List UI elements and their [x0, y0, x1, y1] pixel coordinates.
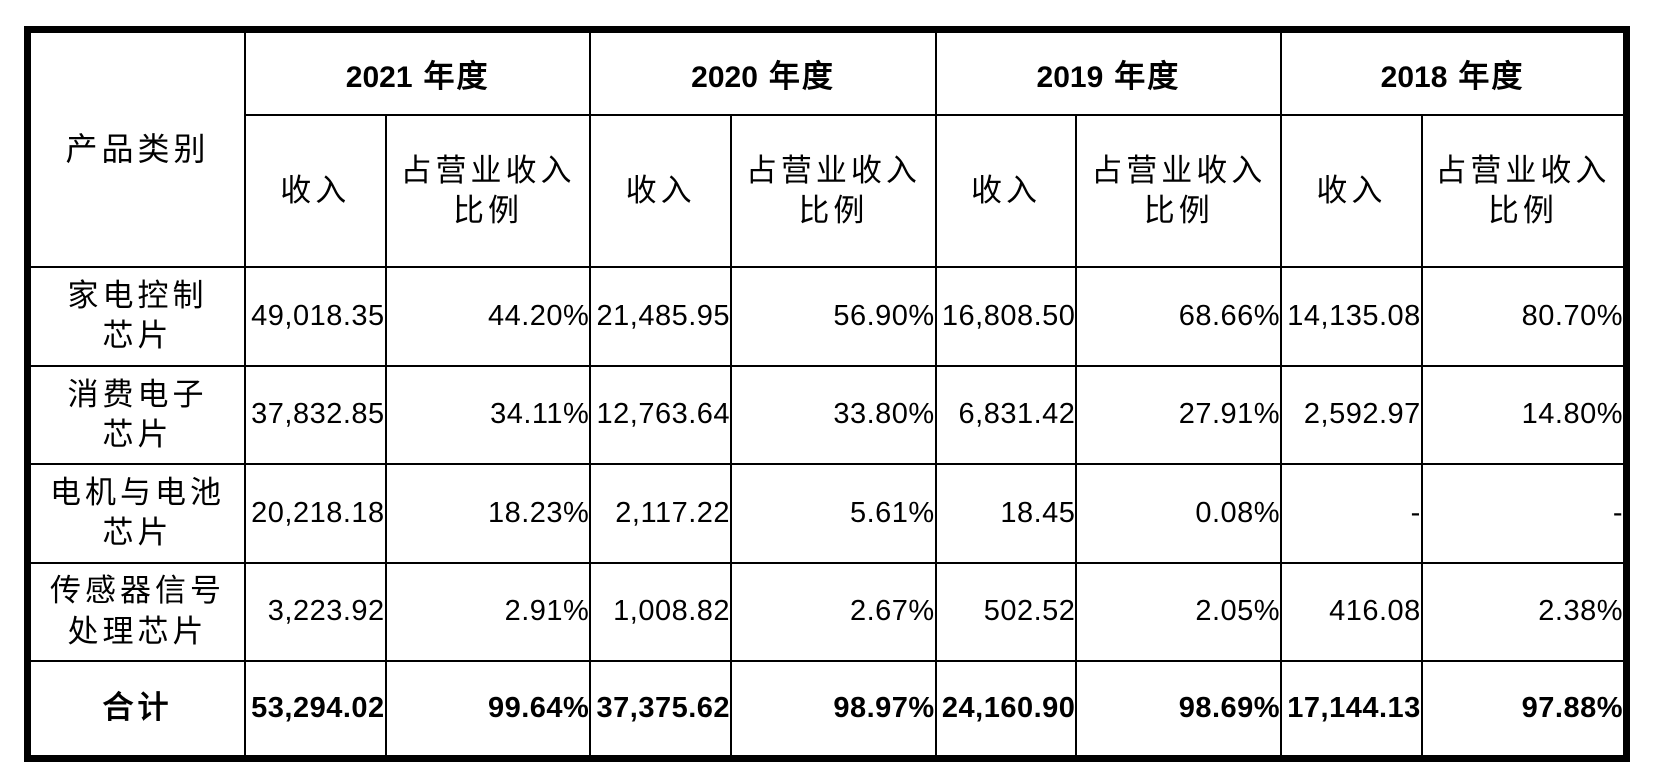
header-row-years: 产品类别 2021 年度 2020 年度 2019 年度 2018 年度 — [26, 28, 1628, 269]
revenue-by-product-table: 产品类别 2021 年度 2020 年度 2019 年度 2018 年度 收入 占营业收… — [24, 26, 1630, 762]
category-cell: 传感器信号 处理芯片 — [26, 561, 246, 663]
ratio-subheader-line1: 占营业收入 — [400, 152, 576, 188]
ratio-cell-2018: 14.80% — [1420, 364, 1628, 466]
ratio-cell-2021: 2.91% — [384, 561, 592, 663]
category-line1: 传感器信号 — [49, 573, 225, 609]
category-line1: 电机与电池 — [49, 474, 225, 510]
year-header-2021: 2021 年度 — [243, 28, 592, 116]
total-revenue-cell-2018: 17,144.13 — [1280, 660, 1423, 760]
ratio-cell-2019: 27.91% — [1075, 364, 1283, 466]
total-ratio-cell-2019: 98.69% — [1075, 660, 1283, 760]
category-line2: 芯片 — [102, 318, 173, 354]
year-suffix: 年度 — [1114, 58, 1181, 94]
revenue-cell-2020: 12,763.64 — [589, 364, 733, 466]
ratio-subheader-2021: 占营业收入 比例 — [384, 113, 592, 269]
total-revenue-cell-2019: 24,160.90 — [934, 660, 1078, 760]
ratio-cell-2018: 2.38% — [1420, 561, 1628, 663]
revenue-cell-2020: 2,117.22 — [589, 463, 733, 564]
category-line2: 处理芯片 — [67, 613, 208, 649]
revenue-cell-2021: 37,832.85 — [243, 364, 387, 466]
ratio-subheader-line2: 比例 — [798, 192, 869, 228]
revenue-subheader-2019: 收入 — [934, 113, 1078, 269]
table-row-total: 合计 53,294.02 99.64% 37,375.62 98.97% 24,… — [26, 660, 1628, 760]
ratio-subheader-2018: 占营业收入 比例 — [1420, 113, 1628, 269]
table-row-consumer-electronics-chips: 消费电子 芯片 37,832.85 34.11% 12,763.64 33.80… — [26, 364, 1628, 466]
ratio-cell-2018: - — [1420, 463, 1628, 564]
revenue-cell-2018: - — [1280, 463, 1423, 564]
revenue-cell-2020: 1,008.82 — [589, 561, 733, 663]
category-line2: 芯片 — [102, 416, 173, 452]
ratio-cell-2020: 56.90% — [730, 266, 937, 367]
year-suffix: 年度 — [768, 58, 835, 94]
table-row-motor-battery-chips: 电机与电池 芯片 20,218.18 18.23% 2,117.22 5.61%… — [26, 463, 1628, 564]
table-row-sensor-signal-processing-chips: 传感器信号 处理芯片 3,223.92 2.91% 1,008.82 2.67%… — [26, 561, 1628, 663]
total-revenue-cell-2021: 53,294.02 — [243, 660, 387, 760]
ratio-subheader-line1: 占营业收入 — [745, 152, 921, 188]
total-ratio-cell-2020: 98.97% — [730, 660, 937, 760]
year-header-2020: 2020 年度 — [589, 28, 937, 116]
revenue-cell-2021: 49,018.35 — [243, 266, 387, 367]
ratio-cell-2020: 2.67% — [730, 561, 937, 663]
year-header-2018: 2018 年度 — [1280, 28, 1628, 116]
ratio-cell-2021: 44.20% — [384, 266, 592, 367]
year-number: 2018 — [1380, 60, 1448, 94]
ratio-cell-2019: 68.66% — [1075, 266, 1283, 367]
year-number: 2019 — [1036, 60, 1104, 94]
revenue-cell-2021: 20,218.18 — [243, 463, 387, 564]
revenue-cell-2019: 502.52 — [934, 561, 1078, 663]
year-suffix: 年度 — [1458, 58, 1525, 94]
ratio-cell-2019: 2.05% — [1075, 561, 1283, 663]
year-header-2019: 2019 年度 — [934, 28, 1283, 116]
revenue-subheader-2018: 收入 — [1280, 113, 1423, 269]
ratio-cell-2021: 34.11% — [384, 364, 592, 466]
total-ratio-cell-2021: 99.64% — [384, 660, 592, 760]
total-revenue-cell-2020: 37,375.62 — [589, 660, 733, 760]
revenue-cell-2019: 16,808.50 — [934, 266, 1078, 367]
category-line2: 芯片 — [102, 515, 173, 551]
header-row-subcolumns: 收入 占营业收入 比例 收入 占营业收入 比例 收入 占营业收入 比例 收入 占… — [28, 113, 1628, 269]
ratio-subheader-2020: 占营业收入 比例 — [730, 113, 937, 269]
total-label-cell: 合计 — [26, 660, 246, 760]
category-line1: 家电控制 — [67, 278, 208, 314]
year-suffix: 年度 — [423, 58, 490, 94]
category-cell: 电机与电池 芯片 — [26, 463, 246, 564]
ratio-subheader-line1: 占营业收入 — [1435, 152, 1611, 188]
ratio-subheader-line2: 比例 — [452, 192, 523, 228]
ratio-cell-2020: 5.61% — [730, 463, 937, 564]
revenue-subheader-2021: 收入 — [243, 113, 387, 269]
revenue-cell-2019: 6,831.42 — [934, 364, 1078, 466]
ratio-subheader-line2: 比例 — [1143, 192, 1214, 228]
ratio-subheader-line1: 占营业收入 — [1091, 152, 1267, 188]
ratio-cell-2021: 18.23% — [384, 463, 592, 564]
total-ratio-cell-2018: 97.88% — [1420, 660, 1628, 760]
revenue-subheader-2020: 收入 — [589, 113, 733, 269]
ratio-subheader-2019: 占营业收入 比例 — [1075, 113, 1283, 269]
ratio-cell-2020: 33.80% — [730, 364, 937, 466]
category-line1: 消费电子 — [67, 376, 208, 412]
ratio-subheader-line2: 比例 — [1487, 192, 1558, 228]
year-number: 2021 — [345, 60, 413, 94]
revenue-cell-2021: 3,223.92 — [243, 561, 387, 663]
category-cell: 家电控制 芯片 — [26, 266, 246, 367]
revenue-cell-2020: 21,485.95 — [589, 266, 733, 367]
year-number: 2020 — [691, 60, 758, 94]
category-cell: 消费电子 芯片 — [26, 364, 246, 466]
ratio-cell-2018: 80.70% — [1420, 266, 1628, 367]
revenue-cell-2018: 14,135.08 — [1280, 266, 1423, 367]
revenue-cell-2019: 18.45 — [934, 463, 1078, 564]
table-row-home-appliance-chips: 家电控制 芯片 49,018.35 44.20% 21,485.95 56.90… — [26, 266, 1628, 367]
revenue-cell-2018: 2,592.97 — [1280, 364, 1423, 466]
ratio-cell-2019: 0.08% — [1075, 463, 1283, 564]
revenue-cell-2018: 416.08 — [1280, 561, 1423, 663]
revenue-by-product-table-container: 产品类别 2021 年度 2020 年度 2019 年度 2018 年度 收入 占营业收… — [24, 26, 1630, 762]
corner-header-product-category: 产品类别 — [26, 28, 246, 269]
